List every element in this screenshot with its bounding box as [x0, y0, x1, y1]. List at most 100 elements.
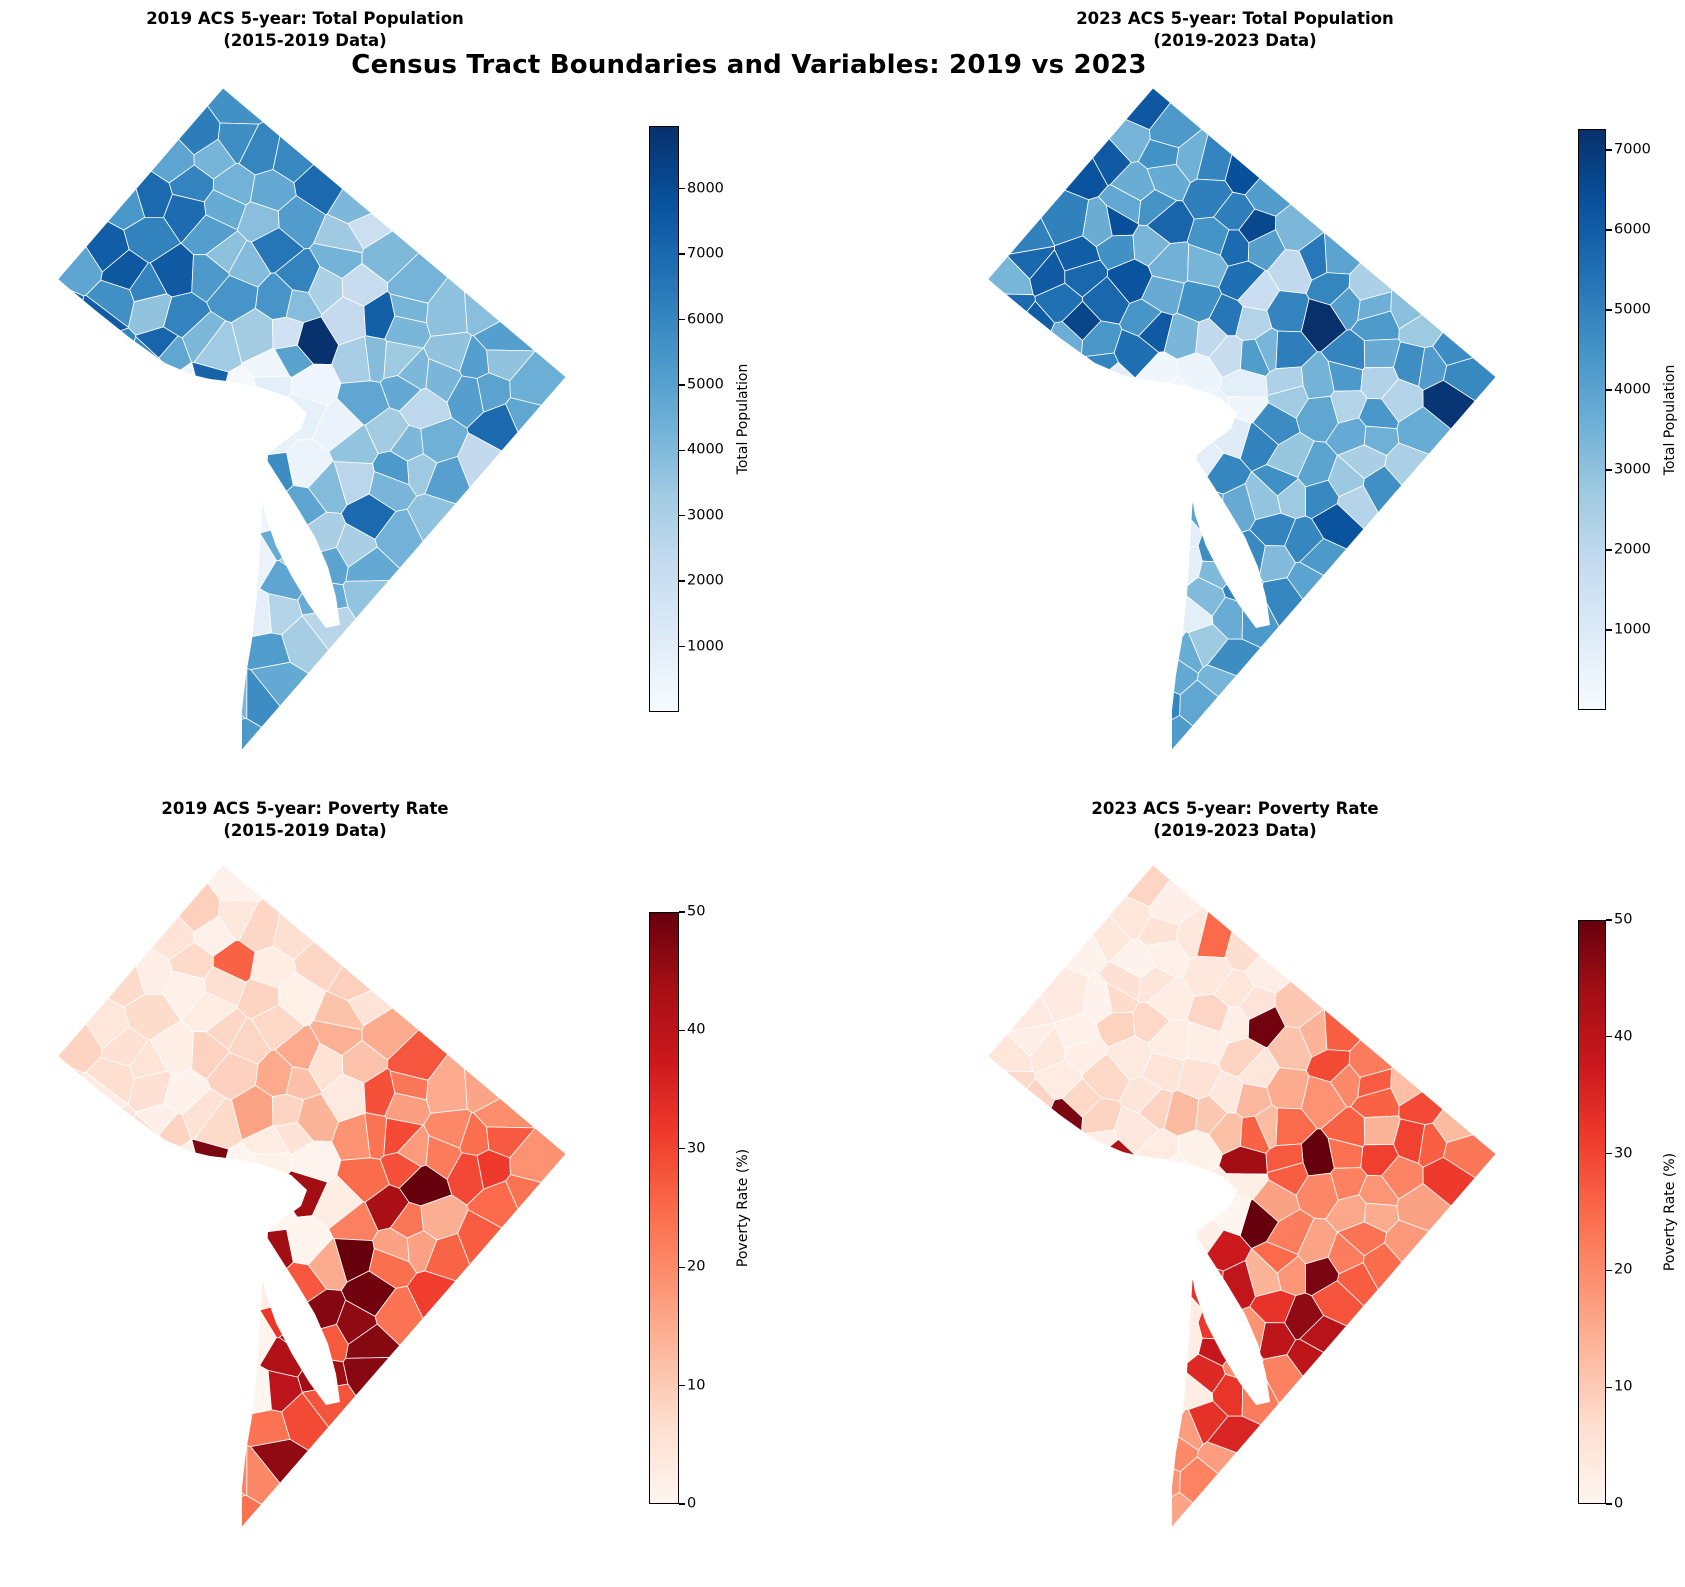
colorbar-tick-label: 30	[1614, 1145, 1633, 1162]
choropleth-map-poverty-2019	[35, 864, 567, 1542]
colorbar-tick-label: 4000	[687, 442, 724, 459]
census-tract	[333, 1238, 375, 1283]
census-tract	[1206, 1415, 1262, 1454]
colorbar-tick-label: 4000	[1614, 381, 1651, 398]
colorbar-tick-label: 5000	[687, 376, 724, 393]
water-mask-potomac	[35, 1037, 307, 1542]
panel-title-line1: 2019 ACS 5-year: Poverty Rate	[161, 799, 449, 818]
choropleth-map-poverty-2023	[965, 864, 1497, 1542]
colorbar-poverty-2019: Poverty Rate (%) 0 10 20 30 40 50	[649, 904, 765, 1512]
panel-title-line1: 2019 ACS 5-year: Total Population	[146, 9, 464, 28]
colorbar-tick-label: 7000	[687, 245, 724, 262]
colorbar-tick	[679, 1148, 685, 1150]
colorbar-tick	[1606, 469, 1612, 471]
colorbar-gradient	[1578, 129, 1606, 710]
census-tract	[246, 668, 281, 728]
colorbar-tick-label: 1000	[687, 638, 724, 655]
panel-title-pov-2023: 2023 ACS 5-year: Poverty Rate (2019-2023…	[965, 798, 1505, 842]
census-tract	[1206, 638, 1262, 677]
colorbar-tick	[1606, 919, 1612, 921]
colorbar-tick-label: 10	[1614, 1378, 1633, 1395]
colorbar-gradient	[649, 912, 679, 1504]
colorbar-tick-label: 20	[687, 1258, 706, 1275]
colorbar-tick	[1606, 629, 1612, 631]
water-mask-anacostia	[260, 1234, 340, 1405]
colorbar-tick-label: 0	[1614, 1495, 1624, 1512]
choropleth-map-population-2023	[965, 87, 1497, 765]
water-mask-potomac	[965, 1037, 1237, 1542]
water-mask-anacostia	[260, 457, 340, 628]
colorbar-tick-label: 7000	[1614, 141, 1651, 158]
colorbar-tick-label: 8000	[687, 180, 724, 197]
colorbar-tick-label: 5000	[1614, 301, 1651, 318]
panel-title-pop-2023: 2023 ACS 5-year: Total Population (2019-…	[965, 8, 1505, 52]
panel-title-line1: 2023 ACS 5-year: Total Population	[1076, 9, 1394, 28]
colorbar-tick	[679, 645, 685, 648]
colorbar-tick	[679, 384, 685, 386]
colorbar-tick-label: 50	[1614, 911, 1633, 928]
colorbar-tick-label: 20	[1614, 1262, 1633, 1279]
colorbar-tick-label: 50	[687, 903, 706, 920]
water-mask-potomac	[965, 260, 1237, 765]
panel-title-line1: 2023 ACS 5-year: Poverty Rate	[1091, 799, 1379, 818]
census-tract	[1187, 1020, 1229, 1065]
colorbar-tick-label: 2000	[687, 572, 724, 589]
colorbar-tick-label: 30	[687, 1140, 706, 1157]
colorbar-tick	[679, 1503, 685, 1505]
panel-title-line2: (2019-2023 Data)	[1153, 821, 1317, 840]
colorbar-tick	[679, 1384, 685, 1387]
choropleth-map-population-2019	[35, 87, 567, 765]
colorbar-tick	[679, 253, 685, 255]
colorbar-label: Poverty Rate (%)	[1662, 1152, 1678, 1272]
panel-title-line2: (2019-2023 Data)	[1153, 31, 1317, 50]
colorbar-tick	[1606, 1036, 1612, 1038]
census-tract	[333, 461, 375, 506]
census-tract	[406, 493, 457, 542]
colorbar-tick	[1606, 229, 1612, 231]
census-tract	[1324, 1009, 1361, 1052]
colorbar-tick	[1606, 389, 1612, 391]
colorbar-label: Total Population	[1662, 364, 1678, 475]
census-tract	[406, 1270, 457, 1319]
colorbar-tick	[679, 1029, 685, 1032]
panel-title-line2: (2015-2019 Data)	[223, 821, 387, 840]
colorbar-gradient	[649, 126, 679, 712]
colorbar-tick	[679, 318, 685, 321]
census-tract	[246, 1445, 281, 1505]
colorbar-tick	[1606, 1503, 1612, 1505]
colorbar-tick	[679, 1266, 685, 1268]
colorbar-population-2019: Total Population 1000 2000 3000 4000 5000 600…	[649, 126, 765, 712]
colorbar-tick	[1606, 1152, 1612, 1155]
water-mask-anacostia	[1190, 1234, 1270, 1405]
colorbar-tick	[1606, 309, 1612, 311]
colorbar-tick-label: 6000	[687, 311, 724, 328]
colorbar-tick-label: 1000	[1614, 621, 1651, 638]
colorbar-tick	[1606, 549, 1612, 551]
colorbar-tick	[679, 911, 685, 913]
census-tract	[424, 456, 471, 505]
colorbar-poverty-2023: Poverty Rate (%) 0 10 20 30 40 50	[1578, 912, 1685, 1512]
colorbar-tick-label: 6000	[1614, 221, 1651, 238]
panel-title-pov-2019: 2019 ACS 5-year: Poverty Rate (2015-2019…	[35, 798, 575, 842]
water-mask-anacostia	[1190, 457, 1270, 628]
colorbar-tick	[1606, 1269, 1612, 1272]
colorbar-tick-label: 40	[687, 1022, 706, 1039]
colorbar-label: Total Population	[735, 363, 751, 475]
colorbar-population-2023: Total Population 1000 2000 3000 4000 5000 600…	[1578, 129, 1685, 710]
colorbar-tick	[679, 515, 685, 517]
census-tract	[424, 1233, 471, 1282]
colorbar-tick-label: 3000	[1614, 461, 1651, 478]
colorbar-tick-label: 2000	[1614, 541, 1651, 558]
colorbar-gradient	[1578, 920, 1606, 1504]
colorbar-label: Poverty Rate (%)	[735, 1148, 751, 1268]
colorbar-tick-label: 3000	[687, 507, 724, 524]
water-mask-potomac	[35, 260, 307, 765]
colorbar-tick	[679, 580, 685, 582]
census-tract	[1324, 232, 1361, 275]
panel-title-pop-2019: 2019 ACS 5-year: Total Population (2015-…	[35, 8, 575, 52]
colorbar-tick-label: 0	[687, 1495, 697, 1512]
census-tract	[1187, 243, 1229, 288]
colorbar-tick-label: 40	[1614, 1028, 1633, 1045]
colorbar-tick	[679, 449, 685, 452]
